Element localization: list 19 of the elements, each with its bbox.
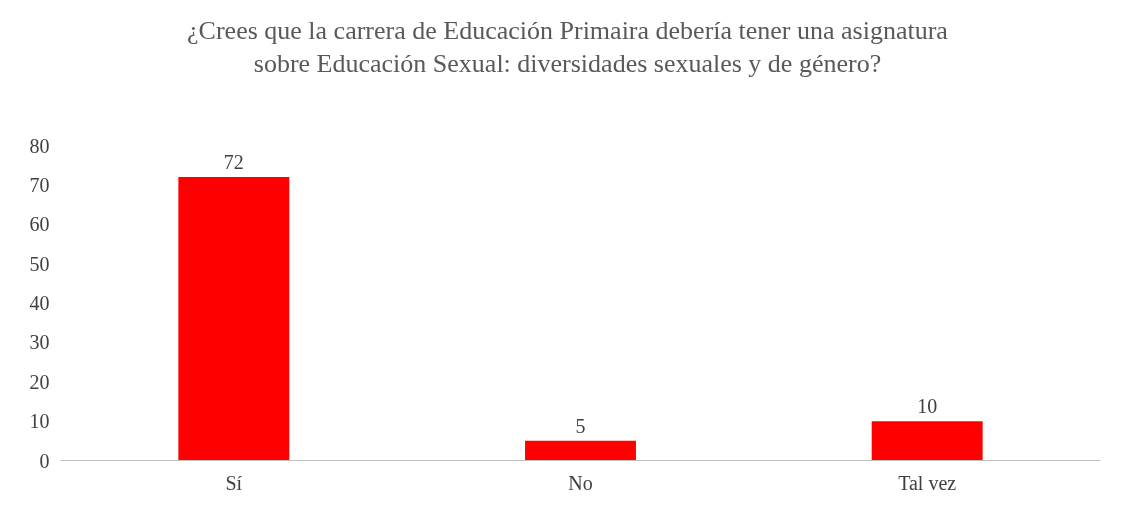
y-tick-label: 70: [29, 173, 50, 196]
y-tick-label: 0: [39, 449, 50, 472]
bar: [525, 440, 636, 461]
y-tick-label: 80: [29, 134, 50, 157]
x-tick-label: Sí: [225, 471, 243, 494]
x-tick-label: Tal vez: [898, 471, 957, 494]
y-tick-label: 30: [29, 331, 50, 354]
data-label: 5: [575, 414, 586, 437]
y-tick-label: 40: [29, 292, 50, 314]
data-label: 10: [917, 395, 938, 418]
x-tick-label: No: [568, 471, 593, 494]
y-tick-label: 20: [29, 370, 50, 393]
data-label: 72: [223, 151, 244, 173]
y-tick-label: 10: [29, 410, 50, 433]
chart-title: ¿Crees que la carrera de Educación Primaira debería tener una asignatura sobre Educación Sexual: diversidades sexuales y de género?: [186, 15, 949, 80]
bar: [871, 421, 983, 461]
bar: [178, 177, 290, 461]
y-tick-label: 50: [29, 252, 50, 275]
y-tick-label: 60: [29, 213, 50, 236]
